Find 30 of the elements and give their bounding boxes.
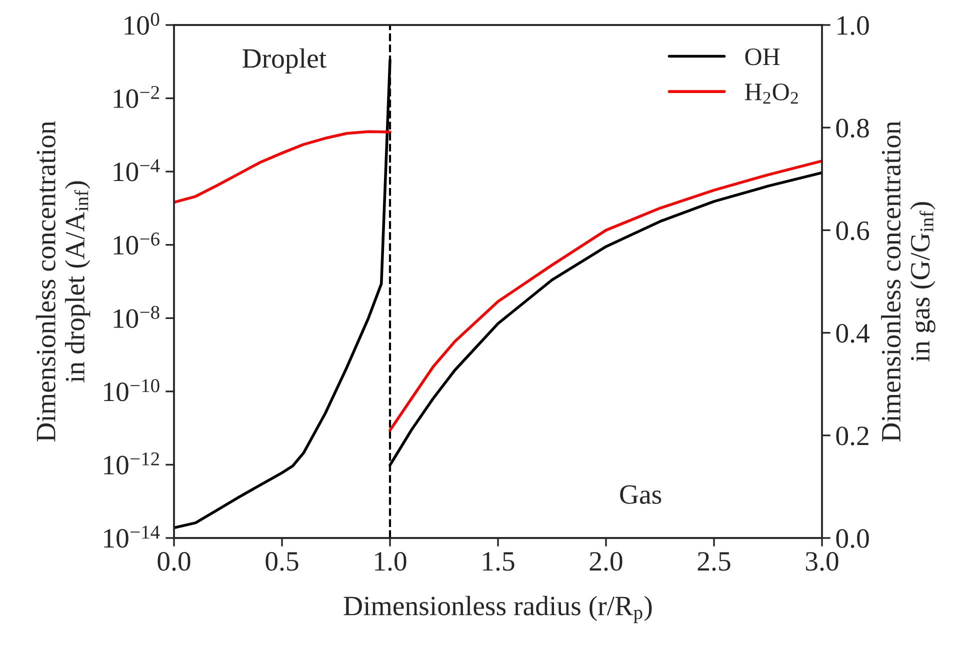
y-tick-label: 10$^{−10}$ [104, 379, 160, 402]
y2-tick-label: 1.0 [838, 16, 869, 36]
x-tick-label: 3.0 [806, 552, 838, 571]
y2-tick-label: 0.8 [836, 118, 869, 138]
y-tick-label: 10$^{−6}$ [114, 232, 160, 255]
annotation: Gas [620, 485, 662, 504]
x-tick-label: 2.0 [590, 552, 622, 571]
x-tick-label: 1.0 [375, 552, 406, 571]
x-tick-label: 0.0 [158, 552, 190, 571]
line-series [174, 130, 392, 204]
x-tick-label: 1.5 [483, 552, 514, 571]
line-series [388, 160, 822, 432]
y-tick-label: 10$^{−8}$ [114, 306, 160, 328]
y-axis-title: Dimensionless concentration in droplet (A/A$_{inf}$) [36, 121, 90, 442]
y2-tick-label: 0.2 [836, 426, 868, 446]
y2-tick-label: 0.0 [836, 529, 869, 548]
y2-tick-label: 0.6 [836, 221, 870, 240]
y2-axis-title: Dimensionless concentration in gas (G/G$_{inf}$) [881, 121, 936, 442]
y-tick-label: 10$^{−4}$ [114, 159, 160, 182]
y-tick-label: 10$^{0}$ [124, 12, 160, 35]
legend-label: OH [745, 48, 780, 66]
annotation: Droplet [242, 48, 326, 74]
y2-tick-label: 0.4 [836, 324, 870, 343]
x-tick-label: 2.5 [698, 552, 730, 571]
legend-label: H$_{2}$O$_{2}$ [744, 84, 798, 104]
y-tick-label: 10$^{−2}$ [114, 86, 159, 108]
x-axis-title: Dimensionless radius (r/R$_{p}$) [344, 596, 652, 624]
x-tick-label: 0.5 [266, 552, 298, 571]
y-tick-label: 10$^{−14}$ [104, 526, 160, 548]
y-tick-label: 10$^{−12}$ [104, 452, 159, 474]
